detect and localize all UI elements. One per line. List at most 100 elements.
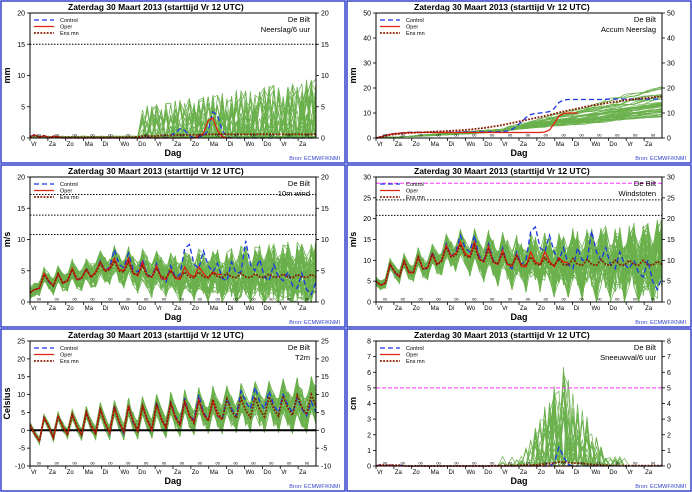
y-tick-label: 15 (17, 206, 25, 213)
x-tick-label: Za (49, 306, 57, 312)
x-minor-label: 00 (55, 133, 60, 138)
x-tick-label: Wo (120, 142, 130, 148)
x-minor-label: 00 (436, 133, 441, 138)
x-minor-label: 00 (180, 297, 185, 302)
y-tick-label: 5 (321, 104, 325, 111)
x-tick-label: Vr (31, 142, 37, 148)
x-tick-label: Za (645, 142, 653, 148)
variable-label: Sneeuwval/6 uur (600, 353, 656, 362)
x-tick-label: Vr (627, 306, 633, 312)
y-axis-label: m/s (2, 232, 12, 248)
x-tick-label: Vr (627, 470, 633, 476)
y-tick-label: 0 (367, 136, 371, 143)
x-tick-label: Wo (120, 306, 130, 312)
x-minor-label: 00 (615, 297, 620, 302)
legend-label: Control (406, 346, 424, 352)
ensemble-member-line (375, 219, 663, 293)
x-axis-label: Dag (510, 476, 527, 486)
y-tick-label: 0 (321, 300, 325, 307)
x-tick-label: Za (395, 306, 403, 312)
x-minor-label: 00 (472, 297, 477, 302)
x-minor-label: 00 (305, 461, 310, 466)
x-minor-label: 00 (251, 461, 256, 466)
y-tick-label: 15 (17, 374, 25, 381)
legend-label: Ens mn (60, 195, 79, 201)
y-tick-label: 5 (667, 279, 671, 286)
y-tick-label: 25 (667, 195, 675, 202)
y-tick-label: 40 (667, 36, 675, 43)
x-minor-label: 00 (508, 461, 513, 466)
meteogram-panel: -10 -10 -5 -5 0 0 5 5 10 10 15 15 20 20 25 25 Vr 00 Za 00 Zo… (0, 328, 346, 492)
x-minor-label: 00 (561, 461, 566, 466)
series-line-ens-mn (29, 258, 317, 294)
y-tick-label: -5 (321, 446, 327, 453)
x-tick-label: Wo (592, 306, 602, 312)
x-tick-label: Ma (431, 142, 440, 148)
x-minor-label: 00 (579, 461, 584, 466)
y-tick-label: 25 (321, 339, 329, 346)
y-tick-label: 2 (367, 432, 371, 439)
y-tick-label: 0 (667, 136, 671, 143)
x-minor-label: 00 (401, 297, 406, 302)
x-tick-label: Ma (85, 142, 94, 148)
x-tick-label: Vr (377, 142, 383, 148)
x-tick-label: Wo (466, 470, 476, 476)
x-tick-label: Za (49, 142, 57, 148)
y-tick-label: 4 (667, 401, 671, 408)
panel-title: Zaterdag 30 Maart 2013 (starttijd Vr 12 … (68, 2, 244, 12)
series-line-oper (375, 112, 578, 139)
x-tick-label: Ma (431, 306, 440, 312)
y-tick-label: 5 (667, 385, 671, 392)
x-minor-label: 00 (90, 297, 95, 302)
y-tick-label: 20 (363, 216, 371, 223)
x-minor-label: 00 (198, 133, 203, 138)
x-minor-label: 00 (215, 297, 220, 302)
x-tick-label: Do (609, 142, 617, 148)
x-tick-label: Zo (67, 142, 75, 148)
y-tick-label: 20 (17, 356, 25, 363)
ensemble-member-line (29, 243, 317, 303)
source-label: Bron: ECMWF/KNMI (635, 320, 686, 326)
location-label: De Bilt (634, 179, 657, 188)
legend-label: Control (60, 346, 78, 352)
x-minor-label: 00 (436, 461, 441, 466)
x-tick-label: Do (263, 470, 271, 476)
x-minor-label: 00 (269, 297, 274, 302)
location-label: De Bilt (288, 179, 311, 188)
panel-title: Zaterdag 30 Maart 2013 (starttijd Vr 12 … (414, 166, 590, 176)
y-tick-label: 20 (363, 86, 371, 93)
x-tick-label: Ma (556, 470, 565, 476)
y-tick-label: 0 (321, 428, 325, 435)
x-tick-label: Vr (281, 142, 287, 148)
y-tick-label: 10 (667, 111, 675, 118)
x-minor-label: 00 (597, 461, 602, 466)
x-tick-label: Zo (192, 306, 200, 312)
x-minor-label: 00 (162, 461, 167, 466)
series-line-ens-mn (29, 133, 316, 139)
y-tick-label: 20 (17, 11, 25, 18)
x-tick-label: Za (645, 306, 653, 312)
x-tick-label: Zo (538, 306, 546, 312)
x-minor-label: 00 (180, 461, 185, 466)
y-tick-label: 5 (21, 268, 25, 275)
x-tick-label: Wo (120, 470, 130, 476)
x-tick-label: Wo (592, 142, 602, 148)
x-minor-label: 00 (198, 461, 203, 466)
ensemble-member-line (375, 222, 663, 297)
y-axis-label: cm (348, 397, 358, 410)
source-label: Bron: ECMWF/KNMI (635, 484, 686, 490)
y-tick-label: 30 (667, 175, 675, 182)
ensemble-member-line (29, 248, 317, 303)
x-tick-label: Ma (85, 306, 94, 312)
y-tick-label: 5 (21, 104, 25, 111)
x-minor-label: 00 (198, 297, 203, 302)
ensemble-member-line (375, 231, 663, 301)
x-minor-label: 00 (490, 133, 495, 138)
series-line-ens-mn (375, 242, 663, 287)
x-tick-label: Za (299, 306, 307, 312)
y-tick-label: 15 (321, 206, 329, 213)
x-tick-label: Za (520, 470, 528, 476)
x-tick-label: Vr (377, 470, 383, 476)
